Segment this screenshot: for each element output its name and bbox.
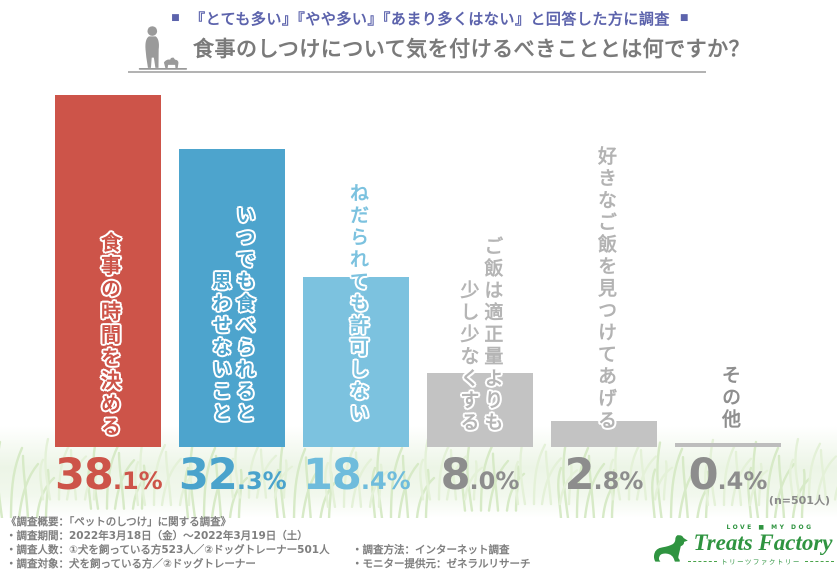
survey-overview-title: 《調査概要：「ペットのしつけ」に関する調査》 <box>6 516 232 528</box>
value-integer: 8 <box>440 450 471 500</box>
bar-5 <box>551 421 657 447</box>
square-bullet-icon: ■ <box>171 13 181 23</box>
value-decimal: .0% <box>469 467 520 495</box>
square-bullet-icon: ■ <box>679 13 689 23</box>
value-decimal: .1% <box>112 467 163 495</box>
bar-6 <box>675 443 781 447</box>
value-decimal: .3% <box>236 467 287 495</box>
bar-slot-6: その他 0.4% <box>675 0 781 500</box>
survey-period: ・調査期間：2022年3月18日（金）～2022年3月19日（土） <box>6 530 308 542</box>
bar-slot-1: 食事の時間を決める 38.1% <box>55 0 163 500</box>
logo-tagline: LOVE ■ MY DOG <box>726 524 814 531</box>
bar-label-2: いつでも食べられると 思わせないこと <box>179 205 285 425</box>
bar-slot-5: 好きなご飯を見つけてあげる 2.8% <box>551 0 657 500</box>
bar-label-6: その他 <box>675 365 781 431</box>
bar-slot-2: いつでも食べられると 思わせないこと 32.3% <box>179 0 287 500</box>
value-decimal: .8% <box>593 467 644 495</box>
bar-label-3: ねだられても許可しない <box>303 183 409 425</box>
bar-value-2: 32.3% <box>179 450 287 500</box>
bar-label-column: ご飯は適正量よりも <box>481 236 504 434</box>
person-with-dog-icon <box>138 26 188 70</box>
bar-label-column: 思わせないこと <box>209 271 232 425</box>
dog-logo-icon <box>653 534 688 562</box>
survey-monitor: ・モニター提供元：ゼネラルリサーチ <box>352 558 531 570</box>
survey-overview: 《調査概要：「ペットのしつけ」に関する調査》 ・調査期間：2022年3月18日（… <box>6 515 330 571</box>
bar-label-column: 食事の時間を決める <box>97 232 122 439</box>
logo-subtitle: トリーツファクトリー <box>721 558 801 567</box>
title-underline <box>128 71 706 73</box>
bar-3 <box>303 277 409 447</box>
page-title: 食事のしつけについて気を付けるべきこととは何ですか？ <box>193 37 751 61</box>
bar-label-column: 少し少なくする <box>457 280 480 434</box>
sample-size-note: (n=501人) <box>768 494 830 507</box>
treats-factory-logo: LOVE ■ MY DOG Treats Factory トリーツファクトリー <box>648 524 834 566</box>
bar-value-6: 0.4% <box>675 450 781 500</box>
survey-method: ・調査方法：インターネット調査 <box>352 544 510 556</box>
survey-tagline-text: 『とても多い』『やや多い』『あまり多くはない』と回答した方に調査 <box>190 10 670 28</box>
bar-label-column: 好きなご飯を見つけてあげる <box>594 146 617 432</box>
logo-subtitle-row: トリーツファクトリー <box>688 556 834 566</box>
bar-slot-4: ご飯は適正量よりも 少し少なくする 8.0% <box>427 0 533 500</box>
bar-4 <box>427 373 533 447</box>
value-decimal: .4% <box>360 467 411 495</box>
bar-2 <box>179 149 285 447</box>
logo-rule-right <box>804 560 834 562</box>
bar-value-3: 18.4% <box>303 450 411 500</box>
logo-rule-left <box>688 560 718 562</box>
bar-label-1: 食事の時間を決める <box>55 232 161 439</box>
bar-label-column: その他 <box>718 365 741 431</box>
bar-value-5: 2.8% <box>551 450 657 500</box>
bar-value-4: 8.0% <box>427 450 533 500</box>
bar-label-4: ご飯は適正量よりも 少し少なくする <box>427 236 533 434</box>
value-integer: 18 <box>303 450 362 500</box>
logo-name: Treats Factory <box>693 530 833 555</box>
value-integer: 38 <box>55 450 114 500</box>
survey-overview-right: ・調査方法：インターネット調査 ・モニター提供元：ゼネラルリサーチ <box>352 543 531 571</box>
bar-label-column: いつでも食べられると <box>233 205 256 425</box>
bar-label-5: 好きなご飯を見つけてあげる <box>551 146 657 432</box>
bar-slot-3: ねだられても許可しない 18.4% <box>303 0 411 500</box>
bar-1 <box>55 95 161 447</box>
bar-label-column: ねだられても許可しない <box>346 183 369 425</box>
bar-chart: 食事の時間を決める 38.1% いつでも食べられると 思わせないこと 32.3%… <box>55 0 781 500</box>
survey-tagline: ■ 『とても多い』『やや多い』『あまり多くはない』と回答した方に調査 ■ <box>100 8 760 29</box>
value-integer: 0 <box>688 450 719 500</box>
value-integer: 32 <box>179 450 238 500</box>
survey-target: ・調査対象：犬を飼っている方／②ドッグトレーナー <box>6 558 256 570</box>
bar-value-1: 38.1% <box>55 450 163 500</box>
survey-count: ・調査人数：①犬を飼っている方523人／②ドッグトレーナー501人 <box>6 544 330 556</box>
value-decimal: .4% <box>717 467 768 495</box>
value-integer: 2 <box>564 450 595 500</box>
